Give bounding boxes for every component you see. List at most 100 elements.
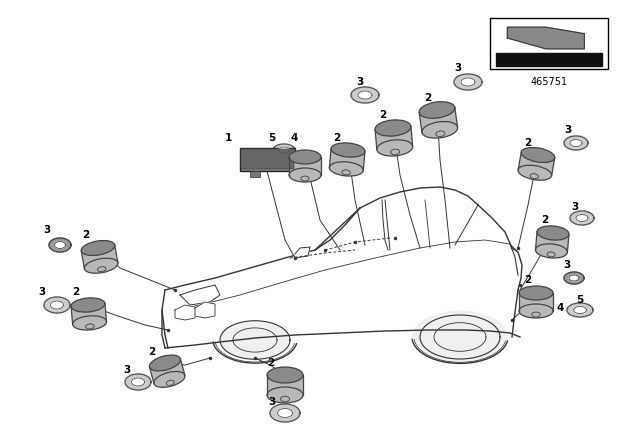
Polygon shape: [273, 144, 295, 156]
Ellipse shape: [536, 244, 568, 258]
Polygon shape: [54, 241, 65, 249]
Ellipse shape: [71, 298, 105, 312]
Ellipse shape: [97, 267, 106, 271]
Polygon shape: [295, 247, 310, 258]
Polygon shape: [81, 245, 118, 269]
Polygon shape: [51, 301, 63, 309]
Ellipse shape: [412, 310, 508, 363]
Text: 4: 4: [556, 303, 564, 313]
Ellipse shape: [342, 170, 350, 175]
Text: 2: 2: [148, 347, 156, 357]
Text: 3: 3: [268, 397, 276, 407]
Ellipse shape: [330, 162, 364, 176]
Polygon shape: [564, 272, 584, 284]
Ellipse shape: [377, 140, 413, 156]
Polygon shape: [454, 74, 482, 90]
Polygon shape: [267, 375, 303, 395]
Text: 2: 2: [72, 287, 79, 297]
Text: 3: 3: [44, 225, 51, 235]
Text: 2: 2: [524, 138, 532, 148]
Ellipse shape: [149, 355, 180, 371]
Polygon shape: [536, 232, 569, 252]
Polygon shape: [175, 305, 195, 320]
Ellipse shape: [390, 149, 399, 155]
FancyBboxPatch shape: [240, 148, 295, 171]
Polygon shape: [518, 152, 555, 176]
Polygon shape: [569, 275, 579, 281]
Ellipse shape: [289, 168, 321, 182]
Polygon shape: [131, 378, 145, 386]
Polygon shape: [44, 297, 70, 313]
Text: 3: 3: [454, 63, 461, 73]
Ellipse shape: [267, 367, 303, 383]
Ellipse shape: [72, 316, 106, 330]
Text: 3: 3: [38, 287, 45, 297]
Ellipse shape: [166, 380, 174, 385]
Bar: [490, 18, 608, 69]
Polygon shape: [278, 409, 292, 418]
Text: 3: 3: [572, 202, 579, 212]
Text: 2: 2: [268, 358, 275, 368]
Ellipse shape: [521, 147, 555, 163]
Polygon shape: [289, 157, 321, 175]
Ellipse shape: [537, 226, 569, 240]
Ellipse shape: [519, 304, 553, 318]
Ellipse shape: [84, 258, 118, 273]
Text: 2: 2: [333, 133, 340, 143]
Ellipse shape: [81, 241, 115, 255]
Polygon shape: [570, 139, 582, 146]
Text: 3: 3: [563, 260, 571, 270]
Text: 2: 2: [83, 230, 90, 240]
Bar: [250, 171, 260, 177]
Text: 3: 3: [124, 365, 131, 375]
Ellipse shape: [519, 286, 553, 300]
Text: 1: 1: [225, 133, 232, 143]
Ellipse shape: [547, 252, 555, 257]
Text: 3: 3: [564, 125, 572, 135]
Ellipse shape: [86, 324, 94, 329]
Text: 2: 2: [380, 110, 387, 120]
Polygon shape: [573, 306, 586, 314]
Text: 4: 4: [291, 133, 298, 143]
Polygon shape: [278, 147, 289, 153]
Polygon shape: [49, 238, 71, 252]
Ellipse shape: [267, 387, 303, 403]
Ellipse shape: [436, 131, 445, 137]
Polygon shape: [270, 404, 300, 422]
Ellipse shape: [154, 371, 185, 388]
Ellipse shape: [289, 150, 321, 164]
Text: 3: 3: [356, 77, 364, 87]
Ellipse shape: [530, 174, 538, 179]
Polygon shape: [419, 108, 458, 132]
Polygon shape: [351, 87, 379, 103]
Polygon shape: [195, 302, 215, 318]
Text: 5: 5: [268, 133, 276, 143]
Polygon shape: [71, 303, 106, 324]
Polygon shape: [570, 211, 594, 225]
Text: 465751: 465751: [530, 78, 568, 87]
Ellipse shape: [422, 121, 458, 138]
Polygon shape: [576, 215, 588, 221]
Polygon shape: [375, 126, 413, 150]
Polygon shape: [519, 293, 553, 311]
Text: 5: 5: [577, 295, 584, 305]
Polygon shape: [330, 149, 365, 170]
Polygon shape: [125, 374, 151, 390]
Ellipse shape: [419, 102, 455, 118]
Ellipse shape: [532, 312, 540, 317]
Polygon shape: [508, 27, 584, 49]
Ellipse shape: [301, 176, 309, 181]
Ellipse shape: [280, 396, 289, 402]
Polygon shape: [564, 136, 588, 150]
Ellipse shape: [375, 120, 411, 136]
FancyBboxPatch shape: [241, 149, 294, 169]
Polygon shape: [358, 91, 372, 99]
Ellipse shape: [220, 321, 290, 359]
Polygon shape: [461, 78, 475, 86]
Polygon shape: [150, 359, 185, 383]
Polygon shape: [567, 303, 593, 317]
Text: 2: 2: [424, 93, 431, 103]
Polygon shape: [495, 53, 602, 66]
Ellipse shape: [331, 143, 365, 157]
Ellipse shape: [518, 165, 552, 180]
